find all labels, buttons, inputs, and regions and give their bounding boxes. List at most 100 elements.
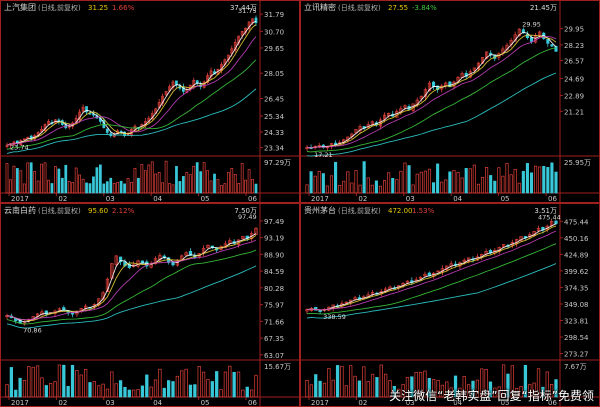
candle-body xyxy=(403,105,407,108)
volume-bar xyxy=(136,389,140,398)
candle-body xyxy=(344,301,348,304)
volume-bar xyxy=(54,166,57,194)
volume-bar xyxy=(27,366,31,398)
candle-body xyxy=(517,28,521,37)
volume-bar xyxy=(9,179,12,194)
volume-scale-label: 97.29万 xyxy=(264,159,291,167)
volume-bar xyxy=(158,368,162,398)
volume-peak-label: 7.50万 xyxy=(234,207,257,215)
volume-bar xyxy=(237,182,241,194)
volume-bar xyxy=(47,179,50,194)
volume-bar xyxy=(521,170,525,194)
volume-bar xyxy=(101,383,105,398)
watermark-text: 关注微信“老韩实盘”回复“指标”免费领 xyxy=(389,389,594,403)
volume-bar xyxy=(75,370,79,398)
volume-bar xyxy=(388,380,392,398)
volume-scale-label: 25.95万 xyxy=(564,159,591,167)
volume-bar xyxy=(233,174,237,194)
volume-bar xyxy=(484,369,488,398)
volume-bar xyxy=(184,368,188,398)
volume-bar xyxy=(140,164,144,194)
volume-bar xyxy=(50,183,54,194)
volume-bar xyxy=(105,388,110,398)
moving-average-line xyxy=(6,24,257,146)
volume-bar xyxy=(410,376,414,398)
volume-bar xyxy=(67,181,71,194)
volume-bar xyxy=(462,376,466,398)
volume-bar xyxy=(12,165,16,194)
candle-body xyxy=(184,252,188,256)
volume-bar xyxy=(40,163,43,194)
volume-bar xyxy=(206,379,210,398)
y-tick-label: 67.35 xyxy=(264,335,284,343)
volume-bar xyxy=(418,371,423,398)
last-price: 95.60 xyxy=(88,207,108,215)
candle-body xyxy=(22,138,26,141)
volume-bar xyxy=(532,382,536,398)
volume-bar xyxy=(468,168,472,194)
volume-bar xyxy=(35,365,40,398)
volume-bar xyxy=(210,381,214,398)
volume-bar xyxy=(240,163,244,194)
volume-bar xyxy=(22,183,26,194)
volume-bar xyxy=(74,167,78,194)
candle-body xyxy=(462,259,466,262)
y-tick-label: 71.66 xyxy=(264,318,285,326)
volume-bar xyxy=(423,170,427,194)
volume-bar xyxy=(88,382,92,398)
volume-bar xyxy=(440,384,445,398)
volume-bar xyxy=(123,183,126,194)
y-tick-label: 23.34 xyxy=(264,145,285,153)
volume-bar xyxy=(528,384,532,398)
y-tick-label: 28.05 xyxy=(264,70,284,78)
x-tick-label: 2017 xyxy=(11,399,29,407)
x-tick-label: 2017 xyxy=(311,195,329,203)
volume-bar xyxy=(401,384,405,398)
moving-average-line xyxy=(306,243,557,315)
volume-bar xyxy=(114,383,118,398)
candle-body xyxy=(44,310,48,315)
volume-bar xyxy=(501,364,506,398)
candle-body xyxy=(85,106,88,113)
volume-bar xyxy=(370,184,374,194)
low-price-label: 338.59 xyxy=(323,313,346,321)
x-tick-label: 03 xyxy=(406,195,415,203)
volume-bar xyxy=(415,173,419,194)
chart-panel-1: 上汽集团 (日线,前复权) 31.25 1.66% 31.79 30.70 29.65 28.… xyxy=(0,0,300,203)
volume-bar xyxy=(403,162,407,194)
volume-bar xyxy=(247,169,251,194)
volume-bar xyxy=(18,377,22,398)
volume-bar xyxy=(379,364,383,398)
y-tick-label: 28.23 xyxy=(564,42,584,50)
candle-body xyxy=(114,255,118,266)
volume-bar xyxy=(49,383,53,398)
volume-bar xyxy=(223,371,228,398)
y-tick-label: 75.97 xyxy=(264,302,284,310)
moving-average-line xyxy=(6,88,257,154)
candle-body xyxy=(29,135,33,140)
volume-bar xyxy=(92,381,97,398)
volume-bar xyxy=(346,171,350,194)
candle-body xyxy=(472,67,476,71)
candle-body xyxy=(521,29,525,34)
volume-bar xyxy=(399,170,403,194)
volume-bar xyxy=(157,171,161,194)
volume-bar xyxy=(213,173,216,194)
volume-bar xyxy=(241,389,245,398)
candle-body xyxy=(5,144,9,147)
x-tick-label: 05 xyxy=(501,195,510,203)
y-tick-label: 24.33 xyxy=(264,129,284,137)
volume-bar xyxy=(185,172,189,194)
x-tick-label: 05 xyxy=(201,399,210,407)
change-percent: 1.66% xyxy=(112,4,135,12)
volume-bar xyxy=(220,185,223,194)
candle-body xyxy=(529,37,534,42)
candle-body xyxy=(353,297,357,300)
candle-body xyxy=(436,270,440,273)
chart-mode: (日线,前复权) xyxy=(338,3,381,12)
volume-bar xyxy=(109,177,113,194)
volume-bar xyxy=(66,385,70,398)
volume-bar xyxy=(488,381,493,398)
stock-name: 贵州茅台 xyxy=(304,205,336,215)
volume-bar xyxy=(70,364,75,398)
